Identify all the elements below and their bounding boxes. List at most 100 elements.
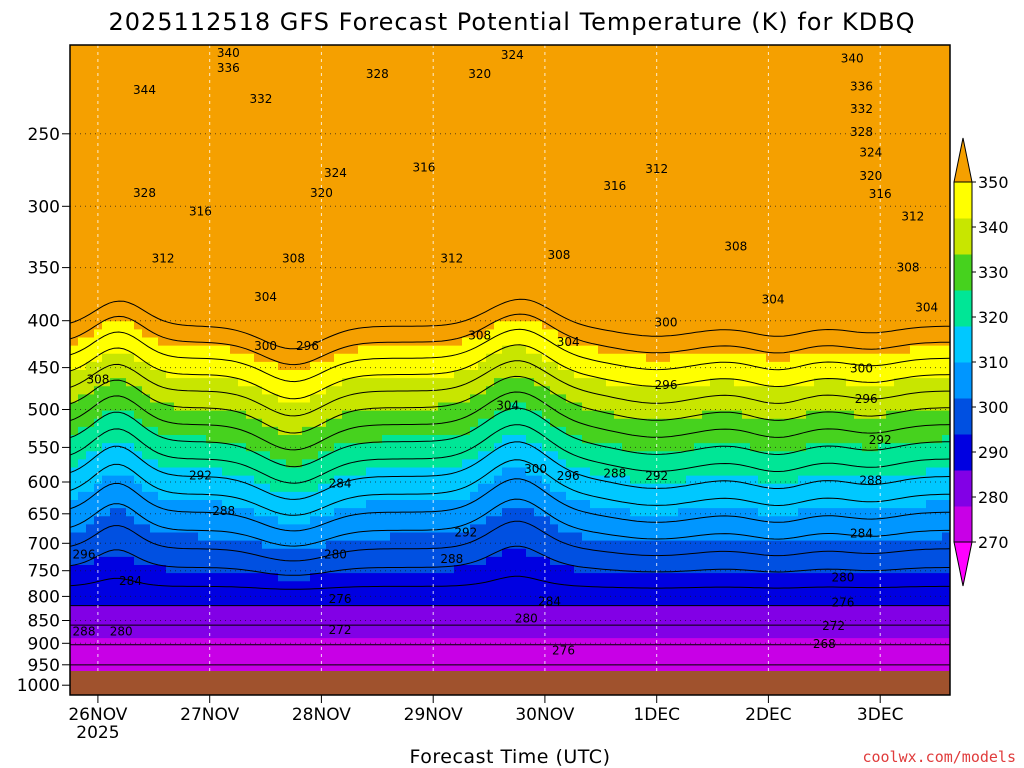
band-cell [446,548,455,558]
band-cell [526,256,535,265]
band-cell [182,280,191,290]
band-cell [214,491,223,501]
band-cell [542,313,551,322]
band-cell [302,402,311,412]
band-cell [262,483,271,493]
band-cell [406,183,415,192]
band-cell [134,556,143,566]
band-cell [270,475,279,485]
band-cell [390,142,399,152]
band-cell [134,654,143,664]
band-cell [502,93,511,103]
band-cell [558,467,567,477]
band-cell [270,142,279,152]
band-cell [454,248,463,257]
band-cell [158,646,167,655]
band-cell [318,581,327,590]
band-cell [118,166,127,176]
band-cell [78,581,87,590]
band-cell [134,158,143,168]
band-cell [350,426,359,436]
band-cell [270,556,279,566]
band-cell [478,45,487,54]
band-cell [198,150,207,160]
band-cell [86,532,95,542]
band-cell [246,77,255,87]
band-cell [102,630,111,639]
band-cell [470,426,479,436]
band-cell [342,256,351,265]
band-cell [142,110,151,119]
band-cell [134,402,143,412]
band-cell [438,516,447,525]
band-cell [518,191,527,200]
band-cell [222,101,231,111]
band-cell [270,305,279,314]
band-cell [366,240,375,249]
band-cell [150,175,159,184]
band-cell [70,597,79,607]
band-cell [478,150,487,160]
band-cell [158,231,167,241]
band-cell [102,150,111,160]
band-cell [246,207,255,217]
band-cell [262,451,271,460]
band-cell [102,451,111,460]
band-cell [542,288,551,298]
band-cell [230,516,239,525]
band-cell [342,280,351,290]
band-cell [246,321,255,330]
band-cell [126,605,135,615]
band-cell [102,402,111,412]
band-cell [230,500,239,509]
band-cell [110,475,119,485]
band-cell [222,386,231,395]
band-cell [166,207,175,217]
band-cell [294,110,303,119]
band-cell [414,280,423,290]
band-cell [526,69,535,79]
band-cell [526,142,535,152]
band-cell [166,337,175,347]
band-cell [86,589,95,599]
band-cell [238,61,247,70]
band-cell [342,516,351,525]
band-cell [542,85,551,95]
band-cell [518,475,527,485]
band-cell [182,418,191,428]
band-cell [334,435,343,444]
band-cell [534,418,543,428]
band-cell [542,394,551,404]
band-cell [414,467,423,477]
band-cell [366,264,375,274]
band-cell [518,345,527,355]
band-cell [126,142,135,152]
band-cell [70,166,79,176]
band-cell [318,508,327,517]
band-cell [214,313,223,322]
band-cell [206,61,215,70]
band-cell [78,386,87,395]
band-cell [142,305,151,314]
band-cell [334,589,343,599]
band-cell [78,540,87,550]
band-cell [510,662,519,672]
band-cell [70,313,79,322]
band-cell [214,183,223,192]
band-cell [398,142,407,152]
band-cell [406,191,415,200]
band-cell [382,516,391,525]
band-cell [70,402,79,412]
band-cell [230,272,239,282]
band-cell [302,329,311,339]
band-cell [350,61,359,70]
band-cell [270,45,279,54]
band-cell [294,118,303,127]
band-cell [262,516,271,525]
band-cell [150,231,159,241]
band-cell [326,613,335,623]
band-cell [526,313,535,322]
band-cell [358,321,367,330]
band-cell [510,191,519,200]
band-cell [342,110,351,119]
